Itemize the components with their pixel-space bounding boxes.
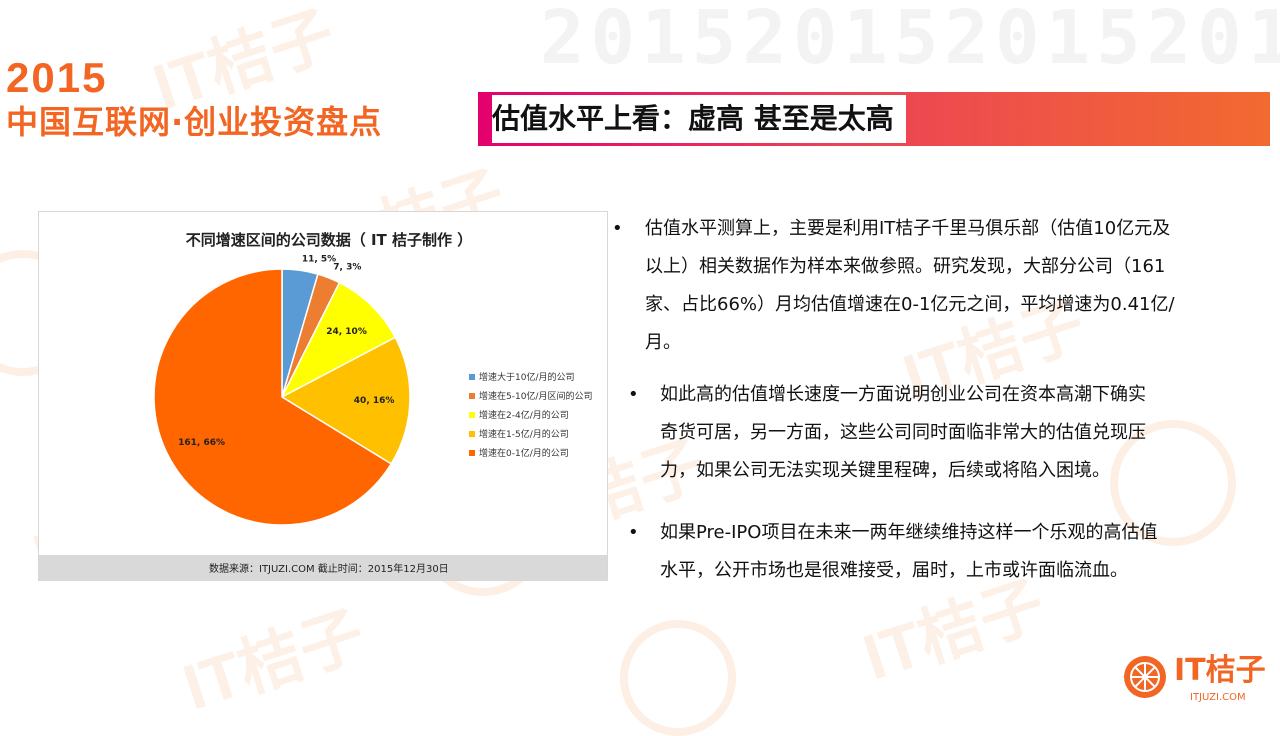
- chart-source: 数据来源：ITJUZI.COM 截止时间：2015年12月30日: [209, 562, 449, 575]
- bullet-line: 以上）相关数据作为样本来做参照。研究发现，大部分公司（161: [645, 256, 1166, 277]
- logo-url: ITJUZI.COM: [1190, 692, 1246, 703]
- legend-swatch: [469, 431, 475, 437]
- bullet-marker: •: [612, 218, 623, 239]
- legend-swatch: [469, 450, 475, 456]
- pie-data-label: 11, 5%: [302, 254, 336, 264]
- chart-legend: 增速大于10亿/月的公司增速在5-10亿/月区间的公司增速在2-4亿/月的公司增…: [469, 371, 592, 459]
- pie-labels: 11, 5%7, 3% 24, 10% 40, 16% 161, 66%: [178, 254, 394, 448]
- legend-label: 增速在0-1亿/月的公司: [479, 447, 569, 459]
- slide-title: 估值水平上看：虚高 甚至是太高: [492, 95, 906, 143]
- bullet-line: 水平，公开市场也是很难接受，届时，上市或许面临流血。: [660, 560, 1128, 581]
- title-banner-text-area: 估值水平上看：虚高 甚至是太高: [478, 92, 1270, 146]
- header-title: 中国互联网·创业投资盘点: [6, 103, 383, 141]
- watermark-logo: IT桔子: [174, 597, 374, 724]
- pie-data-label: 24, 10%: [326, 327, 367, 337]
- pie-slice: [280, 336, 411, 465]
- orange-slice-icon: [1124, 656, 1166, 698]
- bullet-marker: •: [628, 384, 639, 405]
- bullet-line: 奇货可居，另一方面，这些公司同时面临非常大的估值兑现压: [660, 422, 1146, 443]
- bullet-line: 月。: [645, 332, 681, 353]
- legend-swatch: [469, 374, 475, 380]
- pie-data-label: 7, 3%: [333, 263, 361, 273]
- watermark-circle: [1110, 420, 1236, 546]
- bullet-line: 估值水平测算上，主要是利用IT桔子千里马俱乐部（估值10亿元及: [645, 218, 1171, 239]
- bullet-item: • 估值水平测算上，主要是利用IT桔子千里马俱乐部（估值10亿元及 以上）相关数…: [612, 210, 1272, 362]
- pie-slice: [153, 268, 393, 526]
- legend-label: 增速在2-4亿/月的公司: [479, 409, 569, 421]
- source-bar: [39, 555, 607, 580]
- pie-chart: 不同增速区间的公司数据（ IT 桔子制作 ） 11, 5%7, 3% 24, 10…: [39, 231, 607, 580]
- brand-logo: IT桔子 ITJUZI.COM: [1124, 650, 1274, 712]
- pie-slice: [280, 281, 397, 399]
- bullet-line: 如果Pre-IPO项目在未来一两年继续维持这样一个乐观的高估值: [660, 522, 1158, 543]
- chart-panel: 不同增速区间的公司数据（ IT 桔子制作 ） 11, 5% 7, 3% 24, 10…: [38, 211, 608, 581]
- bullet-item: • 如此高的估值增长速度一方面说明创业公司在资本高潮下确实 奇货可居，另一方面，…: [628, 376, 1268, 490]
- legend-swatch: [469, 412, 475, 418]
- logo-name: IT桔子: [1174, 653, 1266, 688]
- bullet-item: • 如果Pre-IPO项目在未来一两年继续维持这样一个乐观的高估值 水平，公开市…: [628, 514, 1268, 590]
- watermark-circle: [620, 620, 736, 736]
- bullet-line: 如此高的估值增长速度一方面说明创业公司在资本高潮下确实: [660, 384, 1146, 405]
- chart-title: 不同增速区间的公司数据（ IT 桔子制作 ）: [186, 231, 472, 249]
- watermark-years: 2015201520152015: [540, 8, 1280, 68]
- legend-swatch: [469, 393, 475, 399]
- pie-data-label: 161, 66%: [178, 438, 225, 448]
- bullet-line: 力，如果公司无法实现关键里程碑，后续或将陷入困境。: [660, 460, 1110, 481]
- legend-label: 增速在1-5亿/月的公司: [479, 428, 569, 440]
- bullet-marker: •: [628, 522, 639, 543]
- bullet-line: 家、占比66%）月均估值增速在0-1亿元之间，平均增速为0.41亿/: [645, 294, 1175, 315]
- legend-label: 增速在5-10亿/月区间的公司: [479, 390, 592, 402]
- header-year: 2015: [6, 54, 108, 101]
- pie-slices: [153, 268, 411, 526]
- pie-data-label: 40, 16%: [354, 396, 395, 406]
- legend-label: 增速大于10亿/月的公司: [479, 371, 575, 383]
